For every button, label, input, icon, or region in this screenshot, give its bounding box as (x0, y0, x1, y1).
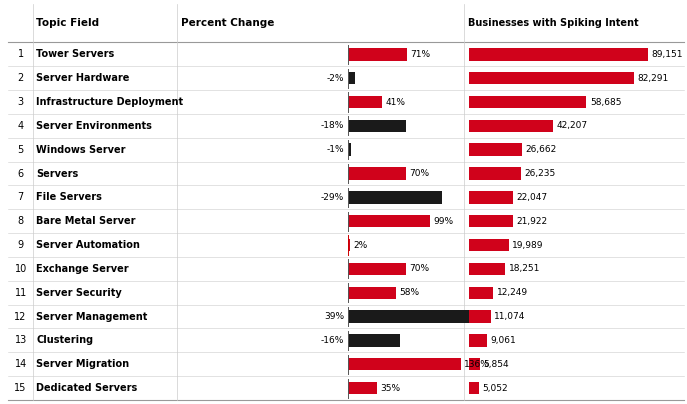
Text: 5,854: 5,854 (484, 360, 509, 369)
Text: File Servers: File Servers (36, 192, 102, 202)
Text: 11,074: 11,074 (494, 312, 526, 321)
Text: 82,291: 82,291 (638, 74, 668, 83)
Text: 21,922: 21,922 (516, 217, 547, 226)
Text: 4: 4 (18, 121, 23, 131)
Text: 41%: 41% (385, 97, 405, 107)
Text: Dedicated Servers: Dedicated Servers (36, 383, 137, 393)
Text: 14: 14 (14, 359, 27, 369)
Text: 39%: 39% (324, 312, 344, 321)
Text: 58,685: 58,685 (590, 97, 622, 107)
Text: 89,151: 89,151 (651, 50, 683, 59)
Text: 35%: 35% (381, 383, 401, 393)
Text: Server Security: Server Security (36, 288, 122, 298)
Text: Server Environments: Server Environments (36, 121, 153, 131)
Text: Infrastructure Deployment: Infrastructure Deployment (36, 97, 183, 107)
Text: 13: 13 (14, 335, 27, 345)
Text: Server Automation: Server Automation (36, 240, 140, 250)
Text: 99%: 99% (433, 217, 454, 226)
Text: -29%: -29% (321, 193, 344, 202)
Text: Server Migration: Server Migration (36, 359, 130, 369)
Text: 19,989: 19,989 (512, 240, 543, 250)
Text: 58%: 58% (400, 288, 420, 297)
Text: 7: 7 (17, 192, 24, 202)
Text: 71%: 71% (410, 50, 431, 59)
Text: 12: 12 (14, 311, 27, 322)
Text: Topic Field: Topic Field (36, 18, 100, 28)
Text: 10: 10 (14, 264, 27, 274)
Text: Server Management: Server Management (36, 311, 148, 322)
Text: 136%: 136% (464, 360, 491, 369)
Text: 42,207: 42,207 (556, 121, 588, 130)
Text: -2%: -2% (326, 74, 344, 83)
Text: 5: 5 (17, 145, 24, 155)
Text: 15: 15 (14, 383, 27, 393)
Text: Windows Server: Windows Server (36, 145, 126, 155)
Text: 26,235: 26,235 (525, 169, 556, 178)
Text: 2: 2 (17, 73, 24, 83)
Text: -16%: -16% (321, 336, 344, 345)
Text: Bare Metal Server: Bare Metal Server (36, 216, 136, 226)
Text: Server Hardware: Server Hardware (36, 73, 130, 83)
Text: Percent Change: Percent Change (181, 18, 274, 28)
Text: 70%: 70% (409, 264, 430, 274)
Text: Clustering: Clustering (36, 335, 93, 345)
Text: 26,662: 26,662 (526, 145, 556, 154)
Text: Servers: Servers (36, 168, 78, 179)
Text: 1: 1 (18, 49, 23, 59)
Text: Tower Servers: Tower Servers (36, 49, 115, 59)
Text: -18%: -18% (321, 121, 344, 130)
Text: Exchange Server: Exchange Server (36, 264, 129, 274)
Text: 6: 6 (18, 168, 23, 179)
Text: 18,251: 18,251 (508, 264, 540, 274)
Text: Businesses with Spiking Intent: Businesses with Spiking Intent (468, 18, 638, 28)
Text: -1%: -1% (326, 145, 344, 154)
Text: 9: 9 (18, 240, 23, 250)
Text: 9,061: 9,061 (491, 336, 516, 345)
Text: 3: 3 (18, 97, 23, 107)
Text: 70%: 70% (409, 169, 430, 178)
Text: 2%: 2% (353, 240, 368, 250)
Text: 11: 11 (14, 288, 27, 298)
Text: 8: 8 (18, 216, 23, 226)
Text: 12,249: 12,249 (497, 288, 528, 297)
Text: 5,052: 5,052 (482, 383, 508, 393)
Text: 22,047: 22,047 (516, 193, 548, 202)
